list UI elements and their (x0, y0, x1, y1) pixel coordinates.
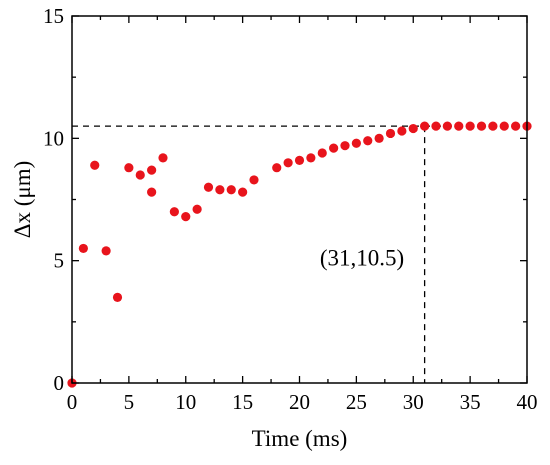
data-point (272, 163, 282, 173)
data-point (90, 160, 100, 170)
data-point (476, 121, 487, 131)
data-point (420, 121, 430, 131)
y-tick-label: 5 (54, 249, 65, 273)
data-point (397, 126, 407, 136)
data-point (181, 212, 191, 222)
data-point (135, 170, 145, 180)
data-point (249, 175, 259, 185)
data-point (511, 121, 521, 131)
data-point (215, 185, 225, 195)
y-axis-label: Δx (μm) (10, 161, 35, 239)
data-point (283, 158, 293, 168)
data-point (112, 292, 123, 302)
x-axis-label: Time (ms) (252, 426, 348, 451)
x-tick-label: 15 (232, 390, 253, 414)
x-tick-label: 35 (460, 390, 481, 414)
data-point (124, 163, 134, 173)
y-tick-label: 15 (43, 4, 64, 28)
y-tick-label: 10 (43, 126, 64, 150)
data-point (147, 165, 157, 175)
data-points (67, 121, 532, 388)
x-tick-label: 30 (403, 390, 424, 414)
x-tick-label: 40 (517, 390, 538, 414)
y-tick-labels: 0 5 10 15 (43, 4, 64, 395)
x-tick-label: 10 (175, 390, 196, 414)
axis-ticks (71, 15, 528, 384)
data-point (192, 204, 202, 214)
x-tick-labels: 0 5 10 15 20 25 30 35 40 (67, 390, 538, 414)
data-point (158, 153, 168, 163)
data-point (226, 185, 236, 195)
data-point (78, 243, 88, 254)
annotations: (31,10.5) (320, 246, 404, 271)
data-point (317, 148, 327, 158)
x-tick-label: 0 (67, 390, 78, 414)
data-point (374, 133, 384, 143)
data-point (306, 153, 316, 163)
x-tick-label: 20 (289, 390, 310, 414)
plot-frame (71, 15, 528, 384)
annotation-label: (31,10.5) (320, 246, 404, 271)
data-point (340, 141, 350, 151)
data-point (408, 123, 418, 134)
data-point (351, 138, 361, 148)
data-point (499, 121, 509, 131)
data-point (101, 246, 111, 256)
data-point (385, 128, 396, 139)
data-point (147, 187, 157, 197)
data-point (203, 182, 214, 192)
data-point (488, 121, 498, 131)
x-tick-label: 5 (124, 390, 135, 414)
data-point (329, 143, 339, 153)
data-point (454, 121, 464, 131)
y-tick-label: 0 (54, 371, 65, 395)
data-point (442, 121, 452, 131)
data-point (465, 121, 475, 131)
data-point (238, 187, 248, 197)
data-point (363, 136, 373, 146)
data-point (431, 121, 441, 131)
data-point (169, 207, 179, 217)
x-tick-label: 25 (346, 390, 367, 414)
data-point (294, 155, 305, 165)
